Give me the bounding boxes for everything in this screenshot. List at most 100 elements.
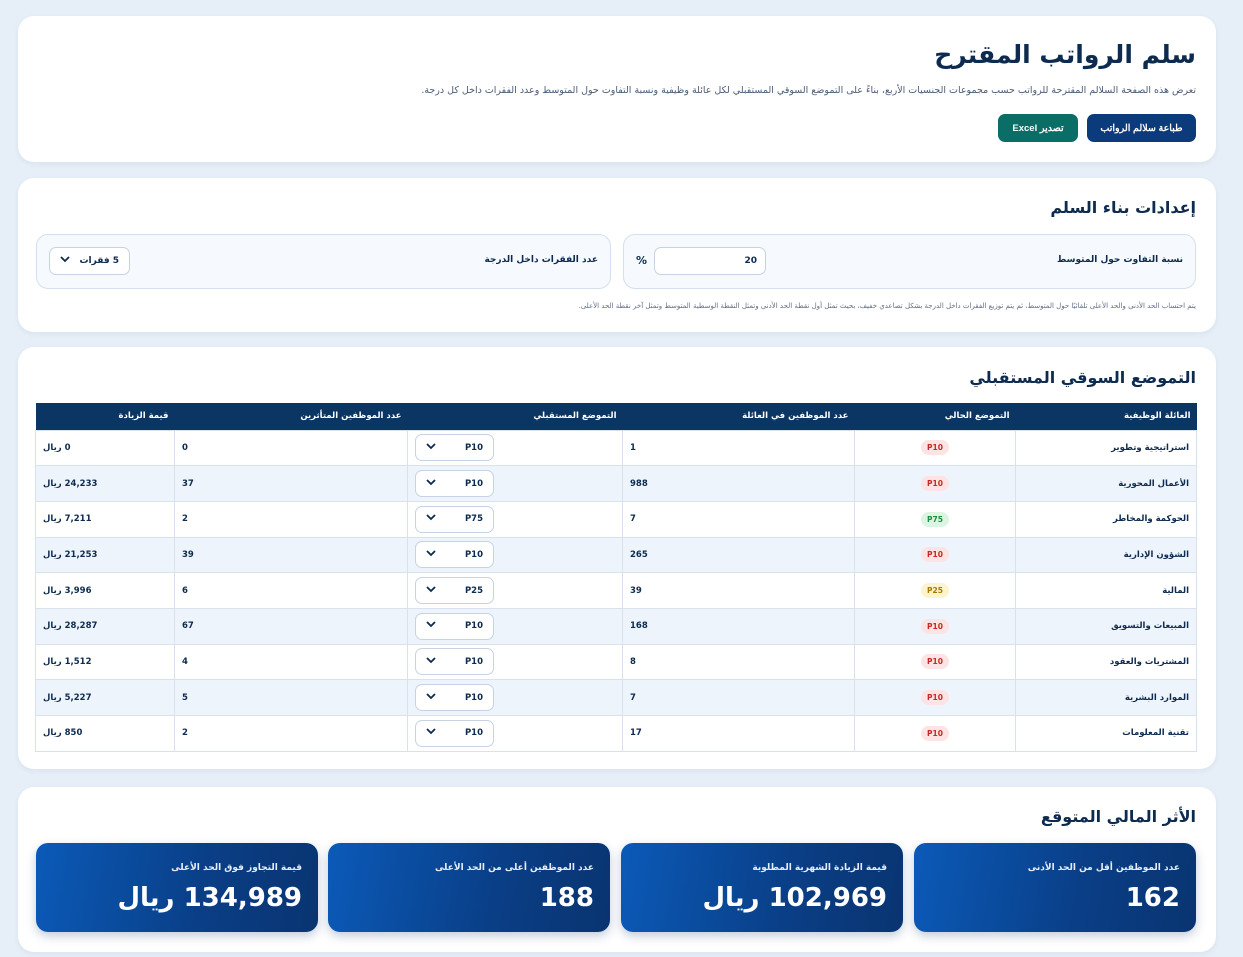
increase-value-cell: 3,996 ريال [35, 572, 175, 609]
future-position-value: P75 [464, 514, 483, 525]
kpi-label: قيمة التجاوز فوق الحد الأعلى [171, 863, 302, 873]
future-position-select[interactable]: P10 [415, 719, 494, 747]
table-row: الشؤون الإدارية P10 265 P10 39 21,253 ري… [35, 536, 1197, 574]
family-cell: الأعمال المحورية [1015, 465, 1197, 502]
kpi-value: 102,969 ريال [702, 883, 887, 913]
chevron-down-icon [426, 514, 436, 524]
future-position-select[interactable]: P10 [415, 470, 494, 498]
increase-value-cell: 0 ريال [35, 429, 175, 467]
column-header-future: التموضع المستقبلي [407, 403, 623, 430]
family-cell: الحوكمة والمخاطر [1015, 500, 1197, 538]
table-row: المشتريات والعقود P10 8 P10 4 1,512 ريال [35, 643, 1197, 681]
future-position-value: P10 [464, 442, 483, 453]
future-position-value: P25 [464, 585, 483, 596]
percent-sign: % [636, 254, 648, 267]
table-header-row: العائلة الوظيفية التموضع الحالي عدد المو… [35, 403, 1197, 430]
current-position-badge: P10 [921, 547, 949, 563]
chevron-down-icon [426, 728, 436, 738]
kpi-label: عدد الموظفين أعلى من الحد الأعلى [434, 863, 594, 873]
increase-value-cell: 850 ريال [35, 715, 175, 752]
family-cell: المبيعات والتسويق [1015, 607, 1197, 645]
increase-value-cell: 24,233 ريال [35, 465, 175, 502]
future-position-select[interactable]: P10 [415, 648, 494, 676]
kpi-label: قيمة الزيادة الشهرية المطلوبة [752, 863, 887, 873]
affected-count-cell: 37 [174, 465, 408, 502]
column-header-increase: قيمة الزيادة [35, 403, 175, 430]
print-ladders-button[interactable]: طباعة سلالم الرواتب [1087, 114, 1196, 142]
family-cell: المشتريات والعقود [1015, 643, 1197, 681]
employee-count-cell: 1 [622, 429, 855, 467]
affected-count-cell: 6 [174, 572, 408, 609]
chevron-down-icon [426, 693, 436, 703]
current-position-badge: P75 [921, 511, 949, 527]
increase-value-cell: 21,253 ريال [35, 536, 175, 574]
kpi-label: عدد الموظفين أقل من الحد الأدنى [1027, 863, 1180, 873]
future-position-select[interactable]: P25 [415, 577, 494, 605]
table-row: المالية P25 39 P25 6 3,996 ريال [35, 572, 1197, 609]
column-header-count: عدد الموظفين في العائلة [622, 403, 855, 430]
affected-count-cell: 0 [174, 429, 408, 467]
family-cell: تقنية المعلومات [1015, 715, 1197, 752]
employee-count-cell: 7 [622, 500, 855, 538]
employee-count-cell: 17 [622, 715, 855, 752]
future-position-value: P10 [464, 478, 483, 489]
kpi-value: 188 [539, 883, 594, 913]
current-position-badge: P10 [921, 618, 949, 634]
variance-setting: نسبة التفاوت حول المتوسط % [623, 234, 1196, 289]
affected-count-cell: 67 [174, 607, 408, 645]
future-position-select[interactable]: P10 [415, 541, 494, 569]
kpi-below-minimum: عدد الموظفين أقل من الحد الأدنى 162 [914, 843, 1196, 932]
employee-count-cell: 265 [622, 536, 855, 574]
chevron-down-icon [426, 478, 436, 489]
future-position-select[interactable]: P10 [415, 612, 494, 640]
employee-count-cell: 8 [622, 643, 855, 681]
table-row: الموارد البشرية P10 7 P10 5 5,227 ريال [35, 679, 1197, 716]
future-position-select[interactable]: P75 [415, 505, 494, 533]
settings-note: يتم احتساب الحد الأدنى والحد الأعلى تلقا… [578, 302, 1196, 310]
affected-count-cell: 4 [174, 643, 408, 681]
positioning-table: العائلة الوظيفية التموضع الحالي عدد المو… [35, 403, 1197, 752]
finance-title: الأثر المالي المتوقع [1040, 807, 1196, 826]
page-title: سلم الرواتب المقترح [934, 40, 1196, 69]
employee-count-cell: 7 [622, 679, 855, 716]
increase-value-cell: 5,227 ريال [35, 679, 175, 716]
chevron-down-icon [426, 585, 436, 596]
affected-count-cell: 39 [174, 536, 408, 574]
future-position-value: P10 [464, 549, 483, 560]
current-position-badge: P10 [921, 690, 949, 706]
kpi-value: 134,989 ريال [117, 883, 302, 913]
table-row: الحوكمة والمخاطر P75 7 P75 2 7,211 ريال [35, 500, 1197, 538]
table-row: الأعمال المحورية P10 988 P10 37 24,233 ر… [35, 465, 1197, 502]
current-position-badge: P25 [921, 583, 949, 599]
chevron-down-icon [426, 621, 436, 631]
chevron-down-icon [60, 256, 70, 266]
kpi-monthly-increase: قيمة الزيادة الشهرية المطلوبة 102,969 ري… [621, 843, 903, 932]
increase-value-cell: 28,287 ريال [35, 607, 175, 645]
future-position-select[interactable]: P10 [415, 684, 494, 712]
future-position-value: P10 [464, 656, 483, 667]
current-position-badge: P10 [921, 476, 949, 492]
steps-select-value: 5 فقرات [79, 256, 120, 266]
ladder-settings-card: إعدادات بناء السلم نسبة التفاوت حول المت… [18, 178, 1216, 332]
family-cell: الموارد البشرية [1015, 679, 1197, 716]
future-position-value: P10 [464, 728, 483, 739]
future-position-select[interactable]: P10 [415, 434, 494, 462]
affected-count-cell: 5 [174, 679, 408, 716]
affected-count-cell: 2 [174, 500, 408, 538]
employee-count-cell: 988 [622, 465, 855, 502]
market-positioning-card: التموضع السوقي المستقبلي العائلة الوظيفي… [18, 347, 1216, 769]
variance-label: نسبة التفاوت حول المتوسط [1057, 255, 1183, 265]
column-header-current: التموضع الحالي [854, 403, 1016, 430]
page-description: تعرض هذه الصفحة السلالم المقترحة للرواتب… [421, 85, 1196, 96]
variance-input[interactable] [654, 247, 766, 275]
chevron-down-icon [426, 657, 436, 667]
export-excel-button[interactable]: تصدير Excel [998, 114, 1078, 142]
current-position-badge: P10 [921, 440, 949, 456]
current-position-badge: P10 [921, 654, 949, 670]
increase-value-cell: 7,211 ريال [35, 500, 175, 538]
increase-value-cell: 1,512 ريال [35, 643, 175, 681]
steps-select[interactable]: 5 فقرات [49, 247, 130, 275]
affected-count-cell: 2 [174, 715, 408, 752]
chevron-down-icon [426, 443, 436, 453]
employee-count-cell: 39 [622, 572, 855, 609]
